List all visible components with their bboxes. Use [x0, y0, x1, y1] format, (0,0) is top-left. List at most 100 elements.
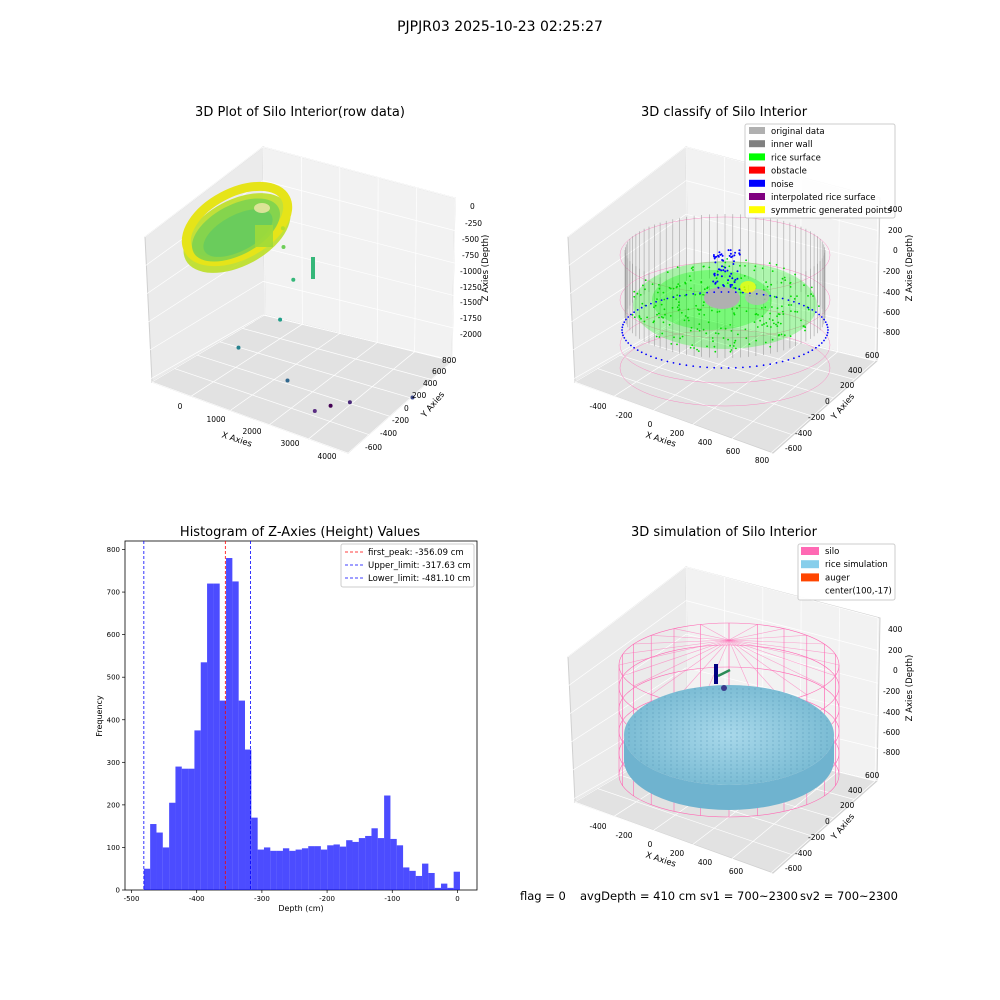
- rice-point: [766, 285, 769, 288]
- rice-dot: [718, 764, 720, 766]
- rice-dot: [700, 688, 702, 690]
- noise-point: [724, 266, 727, 269]
- rice-point: [779, 322, 782, 325]
- rice-point: [652, 321, 655, 324]
- rice-dot: [790, 700, 792, 702]
- noise-point: [685, 364, 688, 367]
- rice-dot: [754, 704, 756, 706]
- rice-dot: [646, 724, 648, 726]
- rice-point: [698, 309, 700, 311]
- histogram-bar: [143, 868, 151, 890]
- rice-dot: [718, 716, 720, 718]
- rice-dot: [754, 720, 756, 722]
- rice-dot: [796, 716, 798, 718]
- silo-roof-rib: [728, 624, 758, 641]
- noise-point: [692, 293, 695, 295]
- rice-point: [730, 330, 733, 332]
- rice-point: [690, 287, 692, 290]
- rice-dot: [736, 760, 738, 762]
- rice-dot: [634, 752, 636, 754]
- rice-dot: [724, 748, 726, 750]
- rice-dot: [736, 700, 738, 702]
- grid-line: [874, 197, 879, 362]
- rice-dot: [634, 724, 636, 726]
- noise-point: [729, 285, 732, 288]
- rice-dot: [772, 744, 774, 746]
- panel1-ytick: 200: [412, 391, 427, 400]
- rice-dot: [814, 744, 816, 746]
- noise-point: [742, 291, 744, 294]
- panel-classify-3d: 3D classify of Silo Interior origi: [567, 105, 915, 465]
- rice-dot: [802, 724, 804, 726]
- noise-point: [666, 360, 669, 363]
- rice-dot: [790, 724, 792, 726]
- rice-dot: [766, 744, 768, 746]
- rice-dot: [634, 732, 636, 734]
- noise-point: [720, 275, 723, 278]
- rice-point: [633, 290, 636, 293]
- rice-dot: [682, 768, 684, 770]
- rice-dot: [700, 716, 702, 718]
- grid-line: [301, 157, 303, 325]
- panel1-ytick: 0: [404, 404, 409, 413]
- rice-dot: [778, 728, 780, 730]
- rice-dot: [820, 716, 822, 718]
- noise-point: [811, 349, 814, 351]
- rice-dot: [700, 768, 702, 770]
- rice-dot: [826, 740, 828, 742]
- y-tick-label: 0: [116, 887, 120, 895]
- rice-dot: [724, 756, 726, 758]
- rice-dot: [766, 716, 768, 718]
- noise-point: [736, 277, 739, 280]
- rice-dot: [754, 708, 756, 710]
- panel2-ztick: 200: [888, 226, 903, 235]
- legend-swatch: [749, 206, 765, 214]
- panel2-ztick: -800: [883, 328, 900, 337]
- rice-dot: [646, 720, 648, 722]
- rice-dot: [802, 704, 804, 706]
- rice-point: [684, 294, 686, 297]
- noise-point: [823, 318, 825, 321]
- rice-point: [745, 310, 748, 313]
- legend-label: symmetric generated points: [771, 206, 892, 216]
- rice-dot: [682, 756, 684, 758]
- rice-dot: [700, 744, 702, 746]
- rice-dot: [742, 772, 744, 774]
- rice-point: [661, 332, 664, 335]
- histogram-y-ticks: 0 100 200 300 400 500 600 700 800: [107, 546, 125, 895]
- rice-dot: [664, 736, 666, 738]
- rice-dot: [826, 720, 828, 722]
- rice-point: [656, 313, 658, 316]
- rice-dot: [652, 740, 654, 742]
- rice-dot: [682, 776, 684, 778]
- rice-point: [689, 329, 692, 332]
- data-point: [281, 245, 286, 249]
- rice-dot: [814, 712, 816, 714]
- rice-dot: [784, 748, 786, 750]
- legend-label: Lower_limit: -481.10 cm: [368, 574, 470, 584]
- rice-dot: [742, 744, 744, 746]
- rice-dot: [808, 708, 810, 710]
- rice-dot: [796, 720, 798, 722]
- rice-point: [735, 347, 737, 350]
- rice-dot: [652, 756, 654, 758]
- rice-point: [641, 302, 644, 305]
- rice-point: [716, 311, 719, 313]
- rice-dot: [808, 760, 810, 762]
- noise-point: [623, 321, 626, 323]
- rice-dot: [688, 736, 690, 738]
- noise-point: [749, 366, 751, 368]
- panel2-zlabel: Z Axies (Depth): [905, 235, 915, 302]
- rice-dot: [688, 756, 690, 758]
- rice-dot: [676, 776, 678, 778]
- rice-dot: [718, 752, 720, 754]
- rice-dot: [670, 744, 672, 746]
- rice-dot: [652, 720, 654, 722]
- rice-point: [745, 337, 748, 340]
- rice-dot: [736, 748, 738, 750]
- rice-point: [697, 350, 700, 352]
- rice-point: [711, 309, 713, 312]
- rice-dot: [736, 736, 738, 738]
- panel2-z-ticks: 400 200 0 -200 -400 -600 -800: [883, 205, 903, 337]
- rice-point: [702, 265, 705, 268]
